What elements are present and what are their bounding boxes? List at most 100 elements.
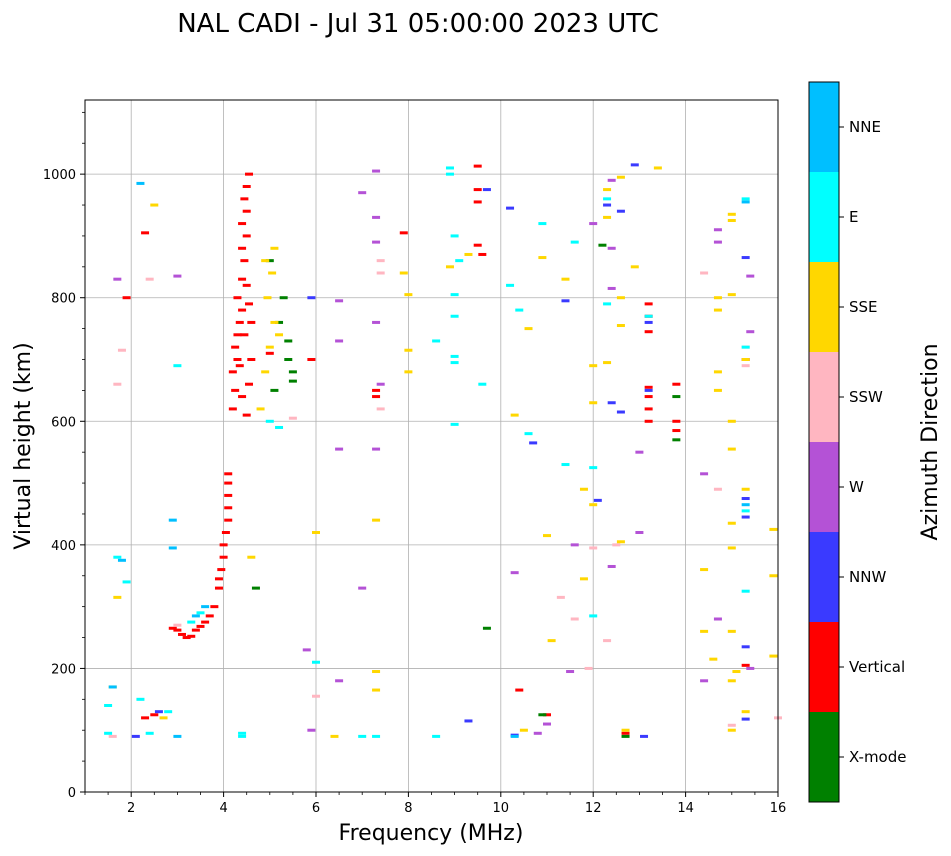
echo-point bbox=[741, 509, 750, 513]
echo-point bbox=[713, 296, 722, 300]
echo-point bbox=[372, 670, 381, 674]
echo-point bbox=[104, 704, 113, 707]
echo-point bbox=[141, 716, 150, 720]
echo-point bbox=[372, 395, 381, 399]
echo-point bbox=[238, 731, 247, 735]
echo-point bbox=[603, 203, 612, 207]
echo-point bbox=[769, 654, 778, 658]
echo-point bbox=[570, 617, 579, 621]
colorbar-segment bbox=[809, 82, 839, 172]
echo-point bbox=[603, 639, 612, 643]
echo-point bbox=[154, 710, 163, 714]
echo-marks bbox=[104, 163, 782, 738]
echo-point bbox=[150, 203, 159, 207]
x-axis-label: Frequency (MHz) bbox=[339, 821, 524, 846]
echo-point bbox=[741, 645, 750, 649]
echo-point bbox=[205, 614, 214, 618]
echo-point bbox=[312, 660, 320, 664]
echo-point bbox=[224, 472, 233, 476]
y-tick-label: 400 bbox=[51, 539, 76, 554]
echo-point bbox=[584, 666, 593, 670]
echo-point bbox=[519, 728, 528, 732]
echo-point bbox=[187, 620, 196, 624]
echo-point bbox=[245, 382, 254, 386]
echo-point bbox=[482, 188, 491, 192]
x-tick-label: 10 bbox=[493, 801, 510, 816]
echo-point bbox=[566, 670, 575, 674]
echo-point bbox=[307, 358, 316, 361]
echo-point bbox=[727, 218, 736, 222]
echo-point bbox=[547, 639, 556, 643]
echo-point bbox=[741, 589, 750, 593]
echo-point bbox=[312, 694, 320, 698]
echo-point bbox=[450, 361, 459, 365]
colorbar-frame bbox=[808, 81, 840, 803]
echo-point bbox=[510, 413, 519, 417]
colorbar-label: Azimuth Direction bbox=[918, 343, 943, 540]
echo-point bbox=[233, 296, 242, 300]
echo-point bbox=[727, 419, 736, 423]
echo-point bbox=[727, 521, 736, 525]
echo-point bbox=[131, 734, 140, 738]
echo-point bbox=[515, 308, 524, 312]
echo-point bbox=[746, 274, 755, 278]
echo-point bbox=[538, 256, 547, 260]
echo-point bbox=[616, 540, 625, 544]
colorbar-tick-label: SSW bbox=[849, 388, 883, 406]
echo-point bbox=[672, 419, 681, 423]
echo-point bbox=[644, 330, 653, 334]
echo-point bbox=[603, 197, 612, 201]
echo-point bbox=[644, 419, 653, 423]
echo-point bbox=[713, 487, 722, 491]
echo-point bbox=[251, 586, 260, 590]
echo-point bbox=[589, 222, 598, 226]
echo-point bbox=[589, 466, 598, 470]
echo-point bbox=[288, 379, 297, 383]
echo-point bbox=[108, 685, 117, 689]
colorbar-segment bbox=[809, 622, 839, 712]
echo-point bbox=[122, 580, 131, 584]
echo-point bbox=[376, 382, 385, 386]
echo-point bbox=[769, 574, 778, 578]
echo-point bbox=[741, 345, 750, 349]
echo-point bbox=[478, 382, 487, 386]
echo-point bbox=[741, 256, 750, 260]
echo-point bbox=[478, 252, 487, 256]
echo-point bbox=[570, 543, 579, 547]
echo-point bbox=[372, 688, 381, 692]
echo-point bbox=[589, 546, 598, 550]
echo-point bbox=[644, 385, 653, 389]
colorbar-segment bbox=[809, 712, 839, 802]
series-sse bbox=[108, 166, 778, 738]
echo-point bbox=[607, 401, 616, 405]
echo-point bbox=[727, 546, 736, 550]
echo-point bbox=[214, 586, 223, 590]
echo-point bbox=[644, 314, 653, 318]
echo-point bbox=[589, 364, 598, 368]
echo-point bbox=[713, 370, 722, 374]
echo-point bbox=[268, 271, 277, 275]
echo-point bbox=[210, 605, 219, 609]
echo-point bbox=[450, 234, 459, 238]
echo-point bbox=[506, 206, 515, 210]
echo-point bbox=[113, 382, 122, 386]
y-axis-ticks: 0 200 400 600 800 1000 bbox=[43, 111, 85, 801]
echo-point bbox=[644, 407, 653, 411]
echo-point bbox=[603, 188, 612, 192]
echo-point bbox=[201, 605, 210, 609]
echo-point bbox=[275, 333, 284, 337]
echo-point bbox=[727, 728, 736, 732]
x-tick-label: 4 bbox=[219, 801, 227, 816]
echo-point bbox=[727, 679, 736, 683]
colorbar-tick-label: X-mode bbox=[849, 748, 906, 766]
echo-point bbox=[612, 543, 621, 547]
echo-point bbox=[635, 531, 644, 534]
echo-point bbox=[607, 246, 616, 250]
echo-point bbox=[404, 370, 413, 374]
echo-point bbox=[732, 670, 741, 674]
colorbar-segment bbox=[809, 532, 839, 622]
echo-point bbox=[399, 271, 408, 275]
colorbar-tick-label: NNE bbox=[849, 118, 881, 136]
echo-point bbox=[616, 296, 625, 300]
